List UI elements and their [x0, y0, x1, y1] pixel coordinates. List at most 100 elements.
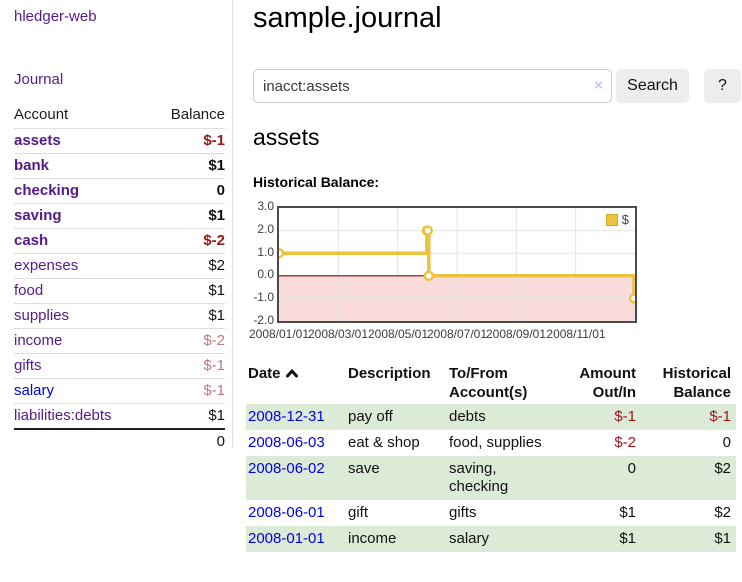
accounts-total-value: 0	[149, 428, 225, 454]
account-heading: assets	[253, 124, 320, 150]
accounts-table: Account Balance assets $-1 bank $1 check…	[14, 103, 225, 454]
y-axis-tick: 0.0	[257, 267, 274, 281]
transaction-date-link[interactable]: 2008-01-01	[248, 530, 325, 547]
account-link-salary[interactable]: salary	[14, 382, 55, 399]
accounts-header-line2: Account(s)	[449, 384, 528, 401]
accounts-header-balance: Balance	[170, 106, 225, 123]
account-row: salary $-1	[14, 378, 225, 404]
search-input[interactable]	[253, 69, 612, 103]
transaction-date-link[interactable]: 2008-06-03	[248, 434, 325, 451]
register-row: 2008-06-01 gift gifts $1 $2	[246, 500, 736, 526]
register-header-date[interactable]: Date	[246, 362, 346, 404]
transaction-accounts: debts	[449, 408, 486, 425]
transaction-balance: $-1	[709, 408, 731, 425]
account-link-supplies[interactable]: supplies	[14, 307, 70, 324]
amount-header-line2: Out/In	[592, 384, 636, 401]
account-row: cash $-2	[14, 228, 225, 254]
account-row: bank $1	[14, 153, 225, 179]
y-axis-tick: 2.0	[257, 222, 274, 236]
register-row: 2008-06-03 eat & shop food, supplies $-2…	[246, 430, 736, 456]
amount-header-line1: Amount	[579, 365, 636, 382]
balance-header-line1: Historical	[662, 365, 731, 382]
account-balance: $-1	[149, 128, 225, 154]
y-axis-tick: 1.0	[257, 245, 274, 259]
accounts-table-header: Account Balance	[14, 103, 225, 129]
register-header-amount: Amount Out/In	[574, 362, 641, 404]
help-button[interactable]: ?	[704, 69, 741, 103]
account-link-liabilities-debts[interactable]: liabilities:debts	[14, 407, 112, 424]
transaction-description: pay off	[348, 408, 393, 425]
transaction-accounts: saving, checking	[449, 460, 509, 495]
account-link-assets[interactable]: assets	[14, 132, 61, 149]
accounts-total-row: 0	[14, 428, 225, 454]
x-axis-tick: 2008/11/01	[546, 327, 606, 341]
account-balance: $2	[149, 253, 225, 279]
x-axis-tick: 2008/05/01	[367, 327, 429, 341]
transaction-date-link[interactable]: 2008-06-01	[248, 504, 325, 521]
transaction-date-link[interactable]: 2008-06-02	[248, 460, 325, 477]
chart-canvas	[279, 208, 635, 321]
register-header-accounts: To/From Account(s)	[447, 362, 574, 404]
account-balance: 0	[149, 178, 225, 204]
account-row: gifts $-1	[14, 353, 225, 379]
register-table: Date Description To/From Account(s) Amou…	[246, 362, 736, 552]
register-row: 2008-12-31 pay off debts $-1 $-1	[246, 404, 736, 430]
search-button[interactable]: Search	[616, 69, 689, 103]
legend-color-swatch	[605, 213, 618, 226]
register-row: 2008-01-01 income salary $1 $1	[246, 526, 736, 552]
chart-legend: $	[603, 211, 631, 228]
account-link-food[interactable]: food	[14, 282, 44, 299]
transaction-amount: 0	[627, 460, 636, 477]
search-form: × Search ?	[253, 69, 741, 103]
account-row: supplies $1	[14, 303, 225, 329]
account-balance: $-2	[149, 228, 225, 254]
transaction-balance: 0	[722, 434, 731, 451]
sort-ascending-icon	[285, 369, 298, 378]
chart-plot-area: $	[277, 206, 637, 323]
transaction-description: save	[348, 460, 380, 477]
account-row: income $-2	[14, 328, 225, 354]
transaction-accounts: food, supplies	[449, 434, 542, 451]
accounts-header-account: Account	[14, 106, 69, 123]
transaction-amount: $1	[619, 504, 636, 521]
y-axis-tick: -1.0	[253, 290, 274, 304]
search-input-wrap: ×	[253, 69, 612, 103]
transaction-description: gift	[348, 504, 369, 521]
transaction-amount: $1	[619, 530, 636, 547]
clear-search-icon[interactable]: ×	[594, 77, 603, 94]
x-axis-tick: 2008/03/01	[307, 327, 369, 341]
app-brand-link[interactable]: hledger-web	[14, 8, 97, 25]
account-balance: $-1	[149, 378, 225, 404]
transaction-balance: $1	[714, 530, 731, 547]
register-header-description: Description	[348, 365, 431, 382]
x-axis-tick: 2008/01/01	[248, 327, 310, 341]
account-balance: $1	[149, 303, 225, 329]
account-link-expenses[interactable]: expenses	[14, 257, 79, 274]
account-link-cash[interactable]: cash	[14, 232, 49, 249]
register-header-row: Date Description To/From Account(s) Amou…	[246, 362, 736, 404]
account-link-gifts[interactable]: gifts	[14, 357, 42, 374]
account-link-income[interactable]: income	[14, 332, 63, 349]
transaction-accounts: salary	[449, 530, 490, 547]
sidebar-item-journal[interactable]: Journal	[14, 71, 64, 88]
register-row: 2008-06-02 save saving, checking 0 $2	[246, 456, 736, 500]
date-header-label: Date	[248, 365, 281, 382]
account-link-saving[interactable]: saving	[14, 207, 62, 224]
account-row: saving $1	[14, 203, 225, 229]
balance-header-line2: Balance	[673, 384, 731, 401]
account-balance: $1	[149, 153, 225, 179]
account-balance: $-1	[149, 353, 225, 379]
account-link-bank[interactable]: bank	[14, 157, 50, 174]
register-header-balance: Historical Balance	[641, 362, 736, 404]
transaction-date-link[interactable]: 2008-12-31	[248, 408, 325, 425]
account-link-checking[interactable]: checking	[14, 182, 80, 199]
account-row: checking 0	[14, 178, 225, 204]
account-row: expenses $2	[14, 253, 225, 279]
account-row: food $1	[14, 278, 225, 304]
main-content: sample.journal × Search ? assets Histori…	[246, 0, 742, 582]
transaction-amount: $-2	[614, 434, 636, 451]
chart-title: Historical Balance:	[253, 174, 380, 190]
account-balance: $1	[149, 403, 225, 429]
x-axis-tick: 2008/09/01	[485, 327, 547, 341]
transaction-accounts: gifts	[449, 504, 477, 521]
